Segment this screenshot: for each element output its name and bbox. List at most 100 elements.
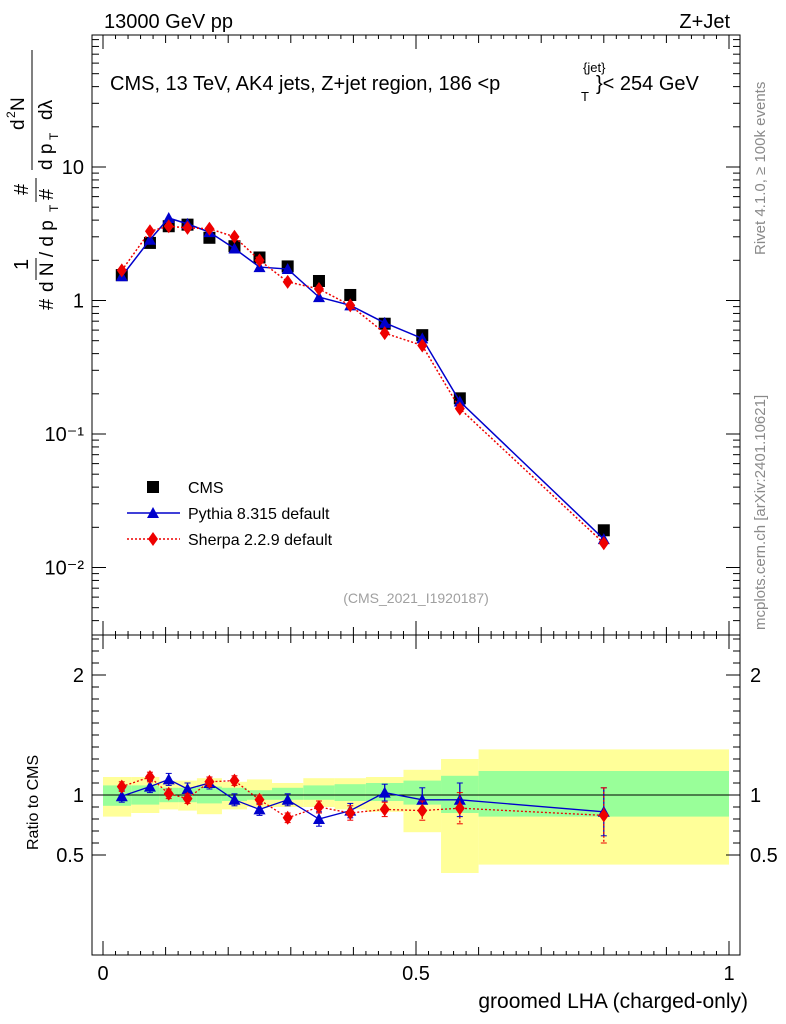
ratio-point-sherpa <box>417 803 428 818</box>
cms-data-point <box>597 524 610 537</box>
ratio-point-sherpa <box>454 801 465 816</box>
ratio-point-pythia <box>281 793 294 805</box>
pythia-point <box>453 395 466 407</box>
xtick-label: 0 <box>97 963 108 985</box>
pythia-point <box>312 291 325 303</box>
mcplots-label: mcplots.cern.ch [arXiv:2401.10621] <box>752 394 769 630</box>
svg-text:2: 2 <box>4 111 18 118</box>
main-series-layer <box>115 211 610 551</box>
ratio-point-pythia <box>115 790 128 802</box>
ratio-point-sherpa <box>204 774 215 789</box>
rivet-version-label: Rivet 4.1.0, ≥ 100k events <box>752 81 769 255</box>
pythia-point <box>162 211 175 223</box>
ratio-point-sherpa <box>182 791 193 806</box>
main-ytick-label: 10 <box>62 157 84 179</box>
ratio-point-pythia <box>453 793 466 805</box>
sherpa-point <box>204 221 215 236</box>
svg-text:d: d <box>8 119 29 130</box>
sherpa-point <box>345 298 356 313</box>
ratio-stat-uncertainty-band <box>103 785 132 806</box>
ratio-point-pythia <box>416 793 429 805</box>
plot-title-main: CMS, 13 TeV, AK4 jets, Z+jet region, 186… <box>110 73 500 95</box>
sherpa-point <box>598 536 609 551</box>
pythia-point <box>143 233 156 245</box>
main-ytick-label: 10⁻¹ <box>45 424 85 446</box>
pythia-point <box>228 242 241 254</box>
ratio-ytick-label-right: 2 <box>750 665 761 687</box>
legend-sherpa-label: Sherpa 2.2.9 default <box>188 532 333 549</box>
ratio-point-pythia <box>181 783 194 794</box>
analysis-id: (CMS_2021_I1920187) <box>343 590 489 606</box>
cms-data-point <box>344 288 357 301</box>
svg-text:T: T <box>47 132 61 140</box>
svg-text:#: # <box>36 188 58 200</box>
pythia-point <box>416 332 429 344</box>
pythia-point <box>378 316 391 328</box>
ylabel-numerator-1: 1 <box>11 259 33 270</box>
ratio-ytick-label-left: 0.5 <box>56 845 84 867</box>
ratio-series-layer <box>115 770 610 844</box>
plot-title-superscript: {jet} <box>583 60 606 75</box>
pythia-point <box>281 263 294 275</box>
plot-title: CMS, 13 TeV, AK4 jets, Z+jet region, 186… <box>110 73 500 95</box>
ratio-point-sherpa <box>282 810 293 825</box>
main-axis-ticks: 10⁻² 10⁻¹ 1 10 <box>45 35 740 635</box>
cms-data-point <box>312 274 325 287</box>
plot-title-end: }< 254 GeV <box>596 73 700 95</box>
main-ylabel: 1 d N / d p T # # d 2 N d p T dλ # <box>4 50 61 310</box>
sherpa-point <box>182 220 193 235</box>
ratio-point-sherpa <box>313 800 324 814</box>
svg-text:dλ: dλ <box>36 99 57 120</box>
legend: CMS Pythia 8.315 default Sherpa 2.2.9 de… <box>127 480 333 549</box>
legend-cms-marker <box>147 481 159 493</box>
ratio-ylabel: Ratio to CMS <box>25 755 42 850</box>
ratio-point-pythia <box>143 780 156 792</box>
sherpa-point <box>163 219 174 234</box>
ratio-point-sherpa <box>254 792 265 807</box>
ratio-point-pythia <box>253 803 266 815</box>
ratio-point-sherpa <box>379 802 390 817</box>
ratio-point-pythia <box>228 793 241 805</box>
svg-text:T: T <box>47 204 61 212</box>
xtick-label: 0.5 <box>402 963 430 985</box>
sherpa-point <box>282 274 293 289</box>
ratio-ytick-label-right: 1 <box>750 785 761 807</box>
sherpa-point <box>417 338 428 353</box>
sherpa-point <box>379 326 390 341</box>
ratio-point-sherpa <box>598 808 609 823</box>
ratio-ytick-label-left: 1 <box>73 785 84 807</box>
sherpa-point <box>313 281 324 296</box>
ratio-axis-ticks: 0.5 0.5 1 1 2 2 0 0.5 1 <box>56 635 778 985</box>
ylabel-denominator-1: d N / d p <box>37 220 58 292</box>
main-ytick-label: 1 <box>73 291 84 313</box>
sherpa-point <box>229 229 240 244</box>
ratio-point-sherpa <box>163 786 174 801</box>
legend-pythia-marker <box>147 507 159 518</box>
legend-pythia-label: Pythia 8.315 default <box>188 506 330 523</box>
sherpa-point <box>454 401 465 416</box>
ratio-point-sherpa <box>345 806 356 820</box>
sherpa-point <box>254 253 265 268</box>
ratio-point-sherpa <box>144 770 155 784</box>
ratio-point-sherpa <box>116 779 127 794</box>
legend-sherpa-marker <box>148 532 158 546</box>
sherpa-point <box>144 224 155 239</box>
energy-label: 13000 GeV pp <box>104 11 233 33</box>
ratio-point-pythia <box>378 786 391 798</box>
ratio-stat-uncertainty-band <box>303 785 335 800</box>
process-label: Z+Jet <box>679 11 730 33</box>
svg-text:d p: d p <box>36 144 57 170</box>
ratio-uncertainty-bands <box>103 749 729 873</box>
ratio-stat-uncertainty-band <box>334 784 366 801</box>
sherpa-point <box>116 263 127 278</box>
ratio-point-pythia <box>162 773 175 785</box>
ratio-point-pythia <box>312 813 325 824</box>
svg-text:#: # <box>11 183 33 195</box>
svg-text:N: N <box>8 97 29 111</box>
plot-title-subscript: T <box>581 89 589 104</box>
ratio-point-sherpa <box>229 773 240 788</box>
ratio-ytick-label-right: 0.5 <box>750 845 778 867</box>
main-ytick-label: 10⁻² <box>45 558 85 580</box>
xtick-label: 1 <box>723 963 734 985</box>
